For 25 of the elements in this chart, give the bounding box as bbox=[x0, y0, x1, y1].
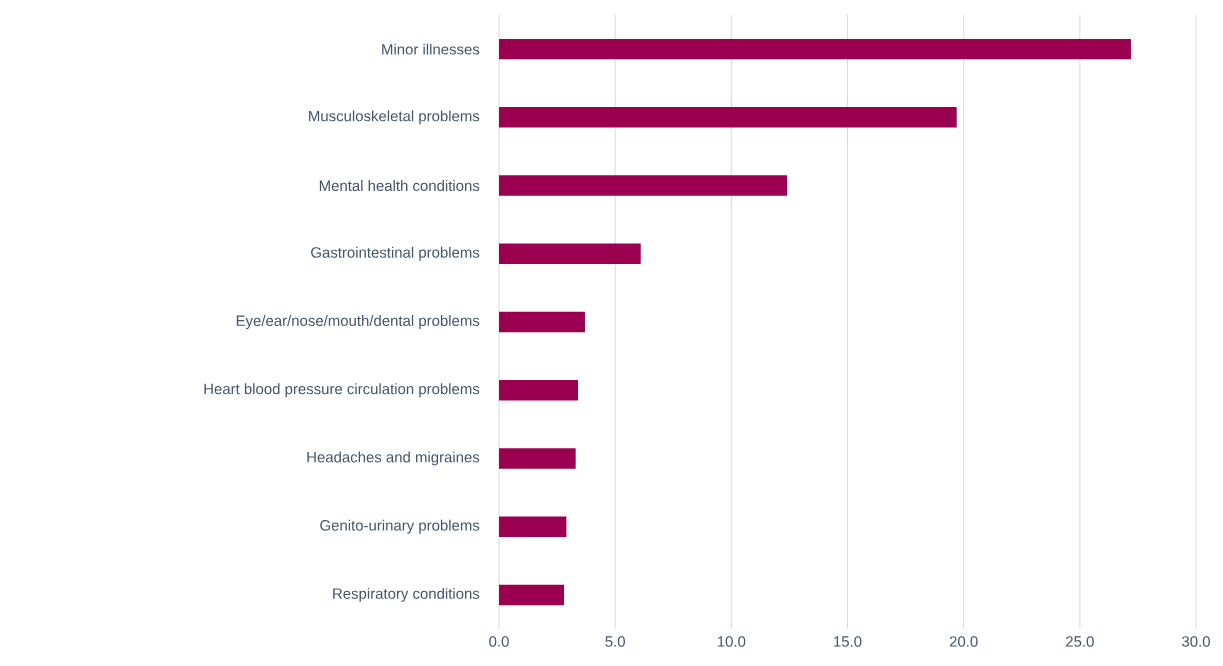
x-tick-label: 30.0 bbox=[1182, 636, 1210, 647]
bar bbox=[499, 311, 585, 333]
x-tick-label: 15.0 bbox=[834, 636, 862, 647]
y-tick-label: Respiratory conditions bbox=[333, 587, 480, 602]
y-tick-label: Minor illnesses bbox=[382, 43, 480, 55]
x-tick-label: 25.0 bbox=[1066, 636, 1094, 647]
y-tick-label: Heart blood pressure circulation problems bbox=[204, 383, 480, 398]
bar bbox=[499, 584, 565, 606]
y-tick-label: Genito-urinary problems bbox=[320, 519, 480, 534]
y-tick-label: Eye/ear/nose/mouth/dental problems bbox=[236, 315, 480, 329]
x-tick-label: 0.0 bbox=[489, 636, 509, 647]
bar bbox=[499, 516, 567, 537]
x-tick-label: 20.0 bbox=[949, 636, 978, 647]
y-tick-label: Headaches and migraines bbox=[307, 451, 480, 466]
bar bbox=[499, 380, 578, 401]
bar bbox=[499, 107, 957, 128]
y-tick-label: Musculoskeletal problems bbox=[309, 110, 480, 125]
y-tick-label: Mental health conditions bbox=[319, 180, 480, 192]
bar bbox=[499, 38, 1131, 60]
x-tick-label: 10.0 bbox=[717, 636, 746, 647]
bar bbox=[499, 175, 788, 196]
y-tick-label: Gastrointestinal problems bbox=[311, 246, 480, 261]
bar bbox=[499, 243, 641, 265]
x-tick-label: 5.0 bbox=[605, 636, 625, 647]
bar bbox=[499, 448, 576, 469]
